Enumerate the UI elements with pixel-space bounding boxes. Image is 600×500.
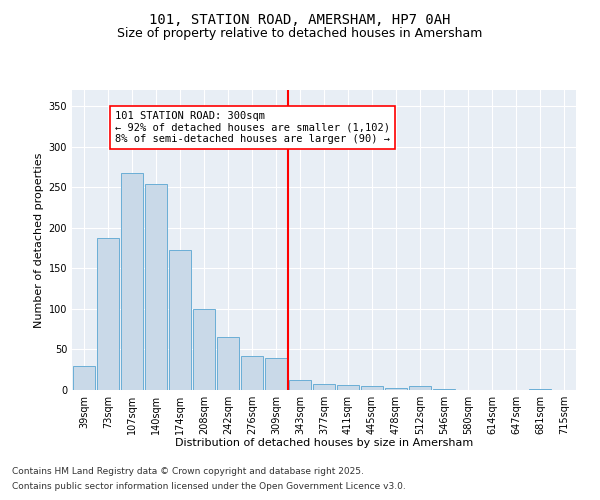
Text: 101 STATION ROAD: 300sqm
← 92% of detached houses are smaller (1,102)
8% of semi: 101 STATION ROAD: 300sqm ← 92% of detach… — [115, 111, 390, 144]
Text: Contains public sector information licensed under the Open Government Licence v3: Contains public sector information licen… — [12, 482, 406, 491]
Bar — [385, 388, 407, 390]
Bar — [361, 386, 383, 390]
Bar — [217, 338, 239, 390]
Bar — [433, 389, 455, 390]
Bar — [169, 250, 191, 390]
Y-axis label: Number of detached properties: Number of detached properties — [34, 152, 44, 328]
Text: Size of property relative to detached houses in Amersham: Size of property relative to detached ho… — [118, 28, 482, 40]
Bar — [337, 385, 359, 390]
Bar — [241, 356, 263, 390]
Text: 101, STATION ROAD, AMERSHAM, HP7 0AH: 101, STATION ROAD, AMERSHAM, HP7 0AH — [149, 12, 451, 26]
Bar — [313, 384, 335, 390]
Bar — [145, 184, 167, 390]
Bar — [289, 380, 311, 390]
Bar — [97, 238, 119, 390]
Bar — [409, 386, 431, 390]
Bar — [121, 172, 143, 390]
Bar — [265, 358, 287, 390]
Text: Contains HM Land Registry data © Crown copyright and database right 2025.: Contains HM Land Registry data © Crown c… — [12, 467, 364, 476]
X-axis label: Distribution of detached houses by size in Amersham: Distribution of detached houses by size … — [175, 438, 473, 448]
Bar — [529, 389, 551, 390]
Bar — [73, 366, 95, 390]
Bar — [193, 309, 215, 390]
